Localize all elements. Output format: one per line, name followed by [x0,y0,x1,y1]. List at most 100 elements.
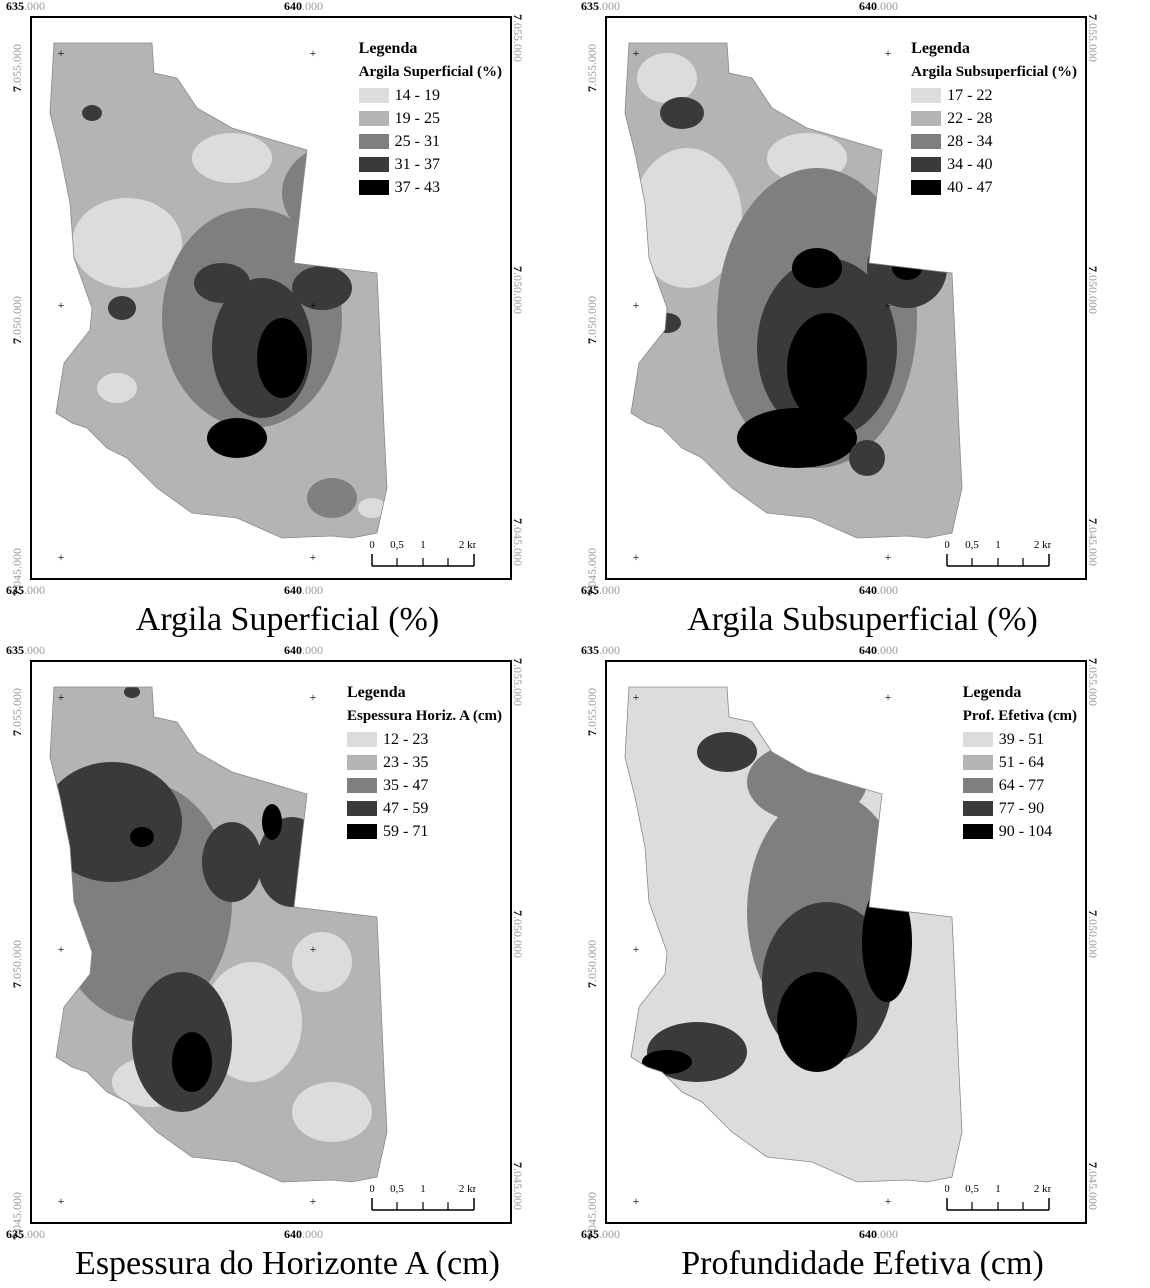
legend-variable: Prof. Efetiva (cm) [962,708,1077,724]
y-tick-7055000-left: 7.055.000 [585,44,599,92]
y-tick-7055000-right: 7.055.000 [1086,658,1100,706]
study-area-outline [49,686,388,1183]
legend-class-4: 77 - 90 [962,797,1077,820]
grid-cross: + [309,942,317,956]
legend-class-1: 17 - 22 [911,84,1077,107]
map-panel-argila-superficial: 635.000 640.000 635.000 640.000 7.055.00… [0,0,575,644]
legend-class-2: 22 - 28 [911,107,1077,130]
legend-class-label: 23 - 35 [383,753,429,771]
y-tick-7050000-right: 7.050.000 [1086,266,1100,314]
legend-title: Legenda [347,684,406,701]
grid-cross: + [632,298,640,312]
scale-label-2km: 2 km [1034,539,1051,551]
grid-cross: + [884,298,892,312]
legend-swatch [358,111,389,126]
grid-cross: + [632,550,640,564]
legend-class-4: 34 - 40 [911,153,1077,176]
legend-title: Legenda [911,40,970,57]
scale-label-0: 0 [370,1183,375,1195]
map-zone-class-4 [50,762,182,882]
map-zone-class-5 [642,1050,692,1074]
legend-class-3: 28 - 34 [911,130,1077,153]
legend-class-3: 35 - 47 [347,774,502,797]
map-svg [49,686,388,1183]
legend-title: Legenda [962,684,1022,701]
map-frame: + + + + + + Legenda Argila Superficial (… [30,16,512,580]
y-tick-7045000-left: 7.045.000 [585,548,599,596]
map-zone-class-5 [207,418,267,458]
scale-label-0: 0 [945,1183,950,1195]
map-panel-argila-subsuperficial: 635.000 640.000 635.000 640.000 7.055.00… [575,0,1150,644]
legend-swatch [358,88,389,103]
legend-class-label: 19 - 25 [394,109,440,127]
legend-swatch [962,801,993,816]
map-panel-profundidade-efetiva: 635.000 640.000 635.000 640.000 7.055.00… [575,644,1150,1288]
legend-class-label: 12 - 23 [383,730,429,748]
grid-cross: + [57,550,65,564]
map-zone-class-4 [124,687,140,698]
legend-swatch [347,732,377,747]
study-area-outline [624,42,963,539]
legend-class-label: 34 - 40 [947,155,993,173]
x-tick-635-top: 635.000 [581,643,620,657]
legend-swatch [347,824,377,839]
y-tick-7045000-right: 7.045.000 [1086,1162,1100,1210]
scale-label-1: 1 [995,539,1001,551]
legend-class-5: 59 - 71 [347,820,502,843]
legend-class-label: 39 - 51 [998,730,1045,748]
scale-label-05: 0,5 [965,539,979,551]
grid-cross: + [57,1194,65,1208]
scale-label-0: 0 [945,539,950,551]
scale-label-05: 0,5 [390,539,404,551]
legend-class-1: 39 - 51 [962,728,1077,751]
map-frame: + + + + + + Legenda Prof. Efetiva (cm) 3… [605,660,1087,1224]
map-zone-class-1 [907,902,962,1082]
legend-swatch [962,732,993,747]
x-tick-640-bottom: 640.000 [284,583,323,597]
legend-class-5: 90 - 104 [962,820,1077,843]
legend-class-label: 22 - 28 [947,109,993,127]
x-tick-635-bottom: 635.000 [581,1227,620,1241]
grid-cross: + [884,942,892,956]
legend-class-3: 64 - 77 [962,774,1077,797]
map-legend: Legenda Prof. Efetiva (cm) 39 - 51 51 - … [962,684,1077,843]
y-tick-7055000-left: 7.055.000 [585,688,599,736]
legend-swatch [911,88,942,103]
scale-label-05: 0,5 [965,1183,979,1195]
map-zone-class-4 [202,822,262,902]
map-zone-class-4 [82,105,102,121]
legend-class-label: 14 - 19 [394,86,440,104]
map-caption: Argila Subsuperficial (%) [687,601,1038,638]
map-zone-class-1 [292,1082,372,1142]
legend-swatch [962,824,993,839]
y-tick-7055000-left: 7.055.000 [10,44,24,92]
x-tick-635-top: 635.000 [6,0,45,13]
map-caption: Profundidade Efetiva (cm) [681,1245,1044,1282]
legend-class-label: 28 - 34 [947,132,993,150]
legend-variable: Espessura Horiz. A (cm) [347,708,502,724]
legend-swatch [911,111,942,126]
grid-cross: + [884,1194,892,1208]
y-tick-7050000-left: 7.050.000 [10,940,24,988]
x-tick-640-top: 640.000 [859,643,898,657]
y-tick-7045000-left: 7.045.000 [585,1192,599,1240]
study-area-outline [49,42,388,539]
legend-variable: Argila Subsuperficial (%) [911,64,1077,80]
legend-class-label: 51 - 64 [998,753,1045,771]
legend-class-label: 31 - 37 [394,155,440,173]
legend-class-label: 59 - 71 [383,822,429,840]
grid-cross: + [309,690,317,704]
grid-cross: + [57,46,65,60]
legend-swatch [962,755,993,770]
legend-class-label: 40 - 47 [947,178,993,196]
y-tick-7050000-right: 7.050.000 [511,910,525,958]
grid-cross: + [632,46,640,60]
map-svg [49,42,388,539]
map-zone-class-4 [849,440,885,476]
scale-label-05: 0,5 [390,1183,404,1195]
map-zone-class-1 [192,133,272,183]
map-zone-class-1 [72,198,182,288]
y-tick-7050000-left: 7.050.000 [10,296,24,344]
map-zone-class-5 [892,256,922,280]
y-tick-7055000-right: 7.055.000 [511,14,525,62]
